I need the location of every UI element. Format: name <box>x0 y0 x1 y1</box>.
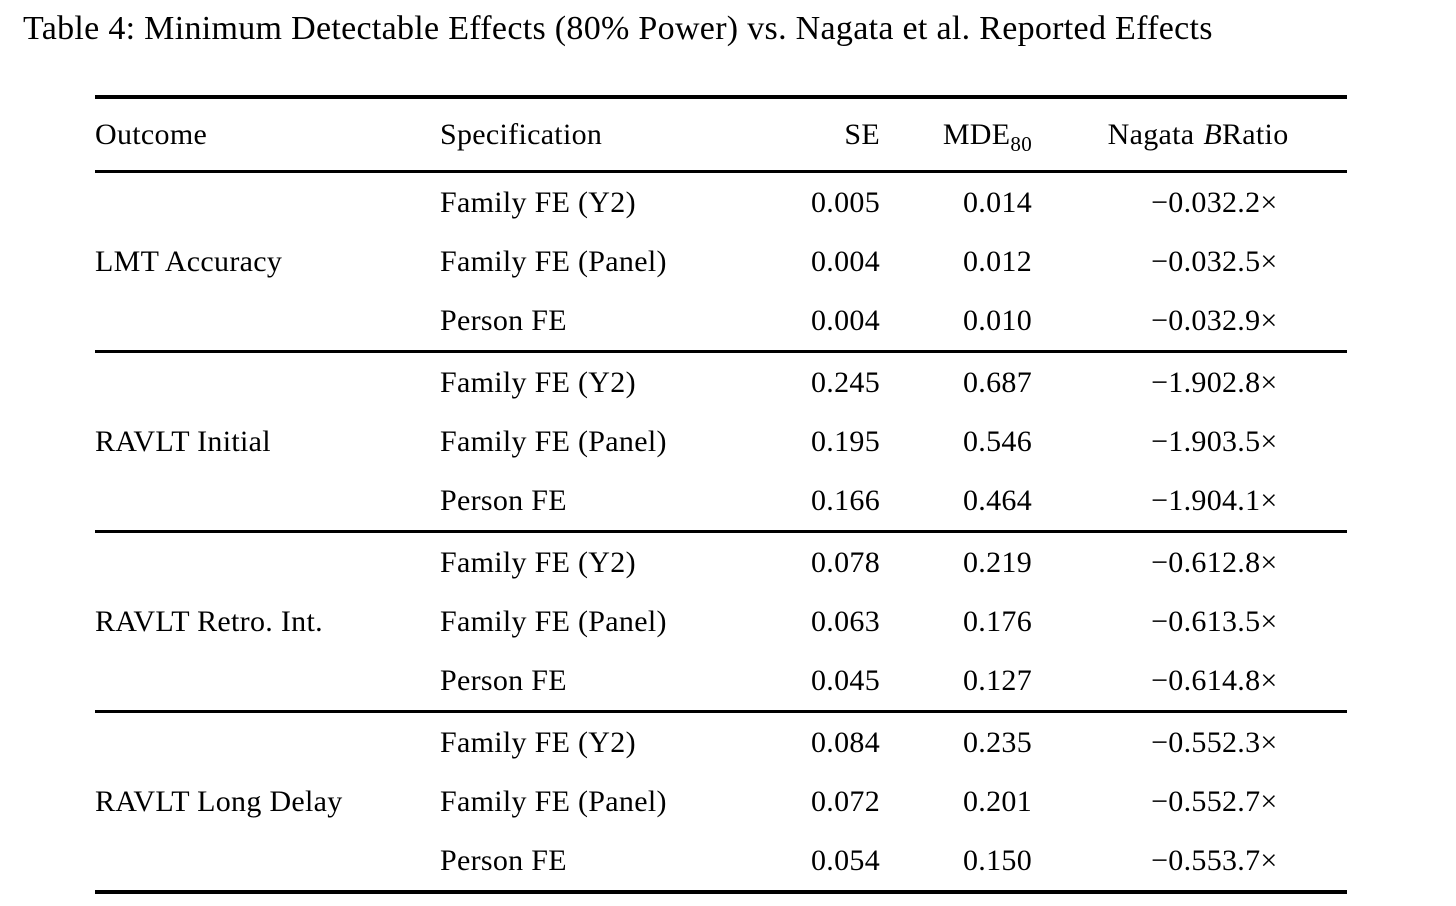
nagata-cell: −1.90 <box>1151 424 1222 458</box>
mde-cell: 0.012 <box>963 244 1032 278</box>
mde-cell: 0.127 <box>963 663 1032 697</box>
spec-cell: Family FE (Panel) <box>440 244 667 278</box>
table-row: Person FE 0.054 0.150 −0.55 3.7× <box>95 831 1347 892</box>
table-row: Person FE 0.004 0.010 −0.03 2.9× <box>95 291 1347 352</box>
ratio-cell: 2.5× <box>1222 244 1278 278</box>
ratio-cell: 2.8× <box>1222 365 1278 399</box>
mde-cell: 0.546 <box>963 424 1032 458</box>
ratio-cell: 2.9× <box>1222 303 1278 337</box>
se-cell: 0.084 <box>811 725 880 759</box>
outcome-cell: RAVLT Initial <box>95 424 271 458</box>
table-row: Family FE (Panel) 0.063 0.176 −0.61 3.5× <box>95 592 1347 651</box>
column-header-mde: MDE80 <box>880 97 1032 173</box>
mde-cell: 0.464 <box>963 483 1032 517</box>
nagata-cell: −0.61 <box>1151 663 1222 697</box>
spec-cell: Family FE (Panel) <box>440 604 667 638</box>
table-title: Table 4: Minimum Detectable Effects (80%… <box>23 10 1213 47</box>
spec-cell: Person FE <box>440 663 567 697</box>
mde-cell: 0.235 <box>963 725 1032 759</box>
nagata-cell: −0.55 <box>1151 784 1222 818</box>
se-cell: 0.054 <box>811 843 880 877</box>
spec-cell: Family FE (Y2) <box>440 545 636 579</box>
table-row: Family FE (Panel) 0.195 0.546 −1.90 3.5× <box>95 412 1347 471</box>
se-cell: 0.195 <box>811 424 880 458</box>
group-lmt-accuracy: LMT Accuracy Family FE (Y2) 0.005 0.014 … <box>95 171 1347 352</box>
nagata-cell: −0.55 <box>1151 725 1222 759</box>
ratio-cell: 4.8× <box>1222 663 1278 697</box>
group-ravlt-long-delay: RAVLT Long Delay Family FE (Y2) 0.084 0.… <box>95 711 1347 893</box>
column-header-specification: Specification <box>440 97 780 173</box>
mde-cell: 0.176 <box>963 604 1032 638</box>
ratio-cell: 3.5× <box>1222 604 1278 638</box>
mde-label: MDE <box>942 117 1011 151</box>
spec-cell: Person FE <box>440 483 567 517</box>
table-row: Family FE (Panel) 0.004 0.012 −0.03 2.5× <box>95 232 1347 291</box>
se-cell: 0.072 <box>811 784 880 818</box>
ratio-cell: 2.8× <box>1222 545 1278 579</box>
nagata-cell: −0.61 <box>1151 545 1222 579</box>
mde-cell: 0.150 <box>963 843 1032 877</box>
spec-cell: Family FE (Y2) <box>440 185 636 219</box>
column-header-nagata: Nagata B <box>1032 97 1222 173</box>
table-row: Family FE (Panel) 0.072 0.201 −0.55 2.7× <box>95 772 1347 831</box>
spec-cell: Person FE <box>440 303 567 337</box>
outcome-cell: RAVLT Retro. Int. <box>95 604 323 638</box>
spec-cell: Person FE <box>440 843 567 877</box>
se-cell: 0.004 <box>811 303 880 337</box>
ratio-cell: 3.7× <box>1222 843 1278 877</box>
table-row: RAVLT Initial Family FE (Y2) 0.245 0.687… <box>95 352 1347 458</box>
se-cell: 0.166 <box>811 483 880 517</box>
ratio-cell: 2.2× <box>1222 185 1278 219</box>
outcome-cell: RAVLT Long Delay <box>95 784 343 818</box>
ratio-cell: 2.7× <box>1222 784 1278 818</box>
spec-cell: Family FE (Y2) <box>440 365 636 399</box>
nagata-beta-symbol: B <box>1203 117 1222 151</box>
ratio-cell: 4.1× <box>1222 483 1278 517</box>
mde-cell: 0.014 <box>963 185 1032 219</box>
se-cell: 0.005 <box>811 185 880 219</box>
mde-cell: 0.219 <box>963 545 1032 579</box>
nagata-cell: −0.03 <box>1151 303 1222 337</box>
group-ravlt-initial: RAVLT Initial Family FE (Y2) 0.245 0.687… <box>95 351 1347 532</box>
column-header-se: SE <box>780 97 880 173</box>
table-row: RAVLT Long Delay Family FE (Y2) 0.084 0.… <box>95 712 1347 818</box>
nagata-label: Nagata <box>1107 117 1195 151</box>
table-row: LMT Accuracy Family FE (Y2) 0.005 0.014 … <box>95 172 1347 278</box>
nagata-cell: −1.90 <box>1151 365 1222 399</box>
table-row: RAVLT Retro. Int. Family FE (Y2) 0.078 0… <box>95 532 1347 638</box>
se-cell: 0.078 <box>811 545 880 579</box>
se-cell: 0.045 <box>811 663 880 697</box>
ratio-cell: 2.3× <box>1222 725 1278 759</box>
column-header-ratio: Ratio <box>1222 97 1347 173</box>
group-ravlt-retro-int: RAVLT Retro. Int. Family FE (Y2) 0.078 0… <box>95 531 1347 712</box>
se-cell: 0.245 <box>811 365 880 399</box>
se-cell: 0.004 <box>811 244 880 278</box>
nagata-cell: −1.90 <box>1151 483 1222 517</box>
ratio-cell: 3.5× <box>1222 424 1278 458</box>
table-header-row: Outcome Specification SE MDE80 Nagata B R… <box>95 97 1347 173</box>
nagata-cell: −0.61 <box>1151 604 1222 638</box>
nagata-cell: −0.03 <box>1151 185 1222 219</box>
outcome-cell: LMT Accuracy <box>95 244 283 278</box>
mde-cell: 0.010 <box>963 303 1032 337</box>
table-row: Person FE 0.166 0.464 −1.90 4.1× <box>95 471 1347 532</box>
spec-cell: Family FE (Panel) <box>440 424 667 458</box>
se-cell: 0.063 <box>811 604 880 638</box>
spec-cell: Family FE (Panel) <box>440 784 667 818</box>
nagata-cell: −0.55 <box>1151 843 1222 877</box>
column-header-outcome: Outcome <box>95 97 440 173</box>
paper-table: Outcome Specification SE MDE80 Nagata B R… <box>95 95 1347 894</box>
mde-cell: 0.687 <box>963 365 1032 399</box>
nagata-cell: −0.03 <box>1151 244 1222 278</box>
mde-cell: 0.201 <box>963 784 1032 818</box>
mde-subscript: 80 <box>1010 131 1032 156</box>
table-row: Person FE 0.045 0.127 −0.61 4.8× <box>95 651 1347 712</box>
spec-cell: Family FE (Y2) <box>440 725 636 759</box>
